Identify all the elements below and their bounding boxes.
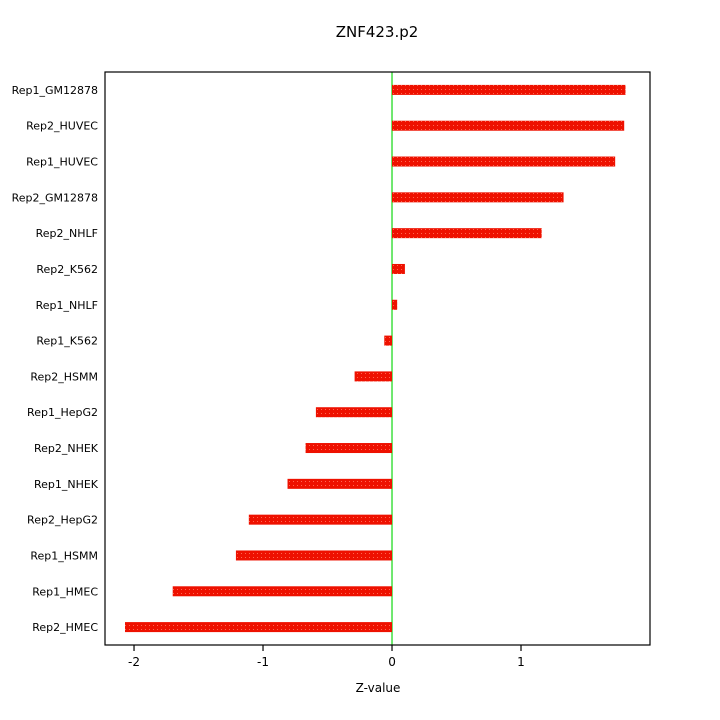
x-axis-label: Z-value <box>356 681 401 695</box>
category-label-Rep1_HSMM: Rep1_HSMM <box>30 549 98 562</box>
category-label-Rep2_HSMM: Rep2_HSMM <box>30 370 98 383</box>
bar-Rep1_GM12878 <box>392 84 626 95</box>
category-label-Rep1_NHEK: Rep1_NHEK <box>34 478 99 491</box>
category-label-Rep2_NHLF: Rep2_NHLF <box>36 227 98 240</box>
bar-Rep2_HSMM <box>354 371 393 382</box>
bar-Rep1_HUVEC <box>392 156 616 167</box>
bar-Rep2_HepG2 <box>248 514 393 525</box>
x-tick-label: 1 <box>517 655 525 669</box>
category-label-Rep1_NHLF: Rep1_NHLF <box>36 299 98 312</box>
bar-Rep2_NHLF <box>392 228 542 239</box>
category-label-Rep1_HepG2: Rep1_HepG2 <box>27 406 98 419</box>
x-tick-label: -1 <box>257 655 269 669</box>
x-tick-label: 0 <box>388 655 396 669</box>
bar-Rep1_NHEK <box>287 478 393 489</box>
bar-Rep2_HUVEC <box>392 120 625 131</box>
bar-Rep2_HMEC <box>124 622 393 633</box>
category-label-Rep2_HUVEC: Rep2_HUVEC <box>26 120 98 133</box>
chart-title: ZNF423.p2 <box>336 23 419 41</box>
plot-area: Rep1_GM12878 Rep2_HUVEC Rep1_HUVEC Rep2_GM1… <box>12 71 651 669</box>
category-label-Rep1_K562: Rep1_K562 <box>36 335 98 348</box>
bar-Rep1_HepG2 <box>315 407 393 418</box>
plot-border <box>104 71 651 646</box>
bar-Rep1_HMEC <box>172 586 393 597</box>
bar-Rep2_GM12878 <box>392 192 564 203</box>
x-tick-label: -2 <box>128 655 140 669</box>
category-label-Rep1_HUVEC: Rep1_HUVEC <box>26 156 98 169</box>
bar-Rep2_K562 <box>392 263 405 274</box>
category-label-Rep2_K562: Rep2_K562 <box>36 263 98 276</box>
bar-Rep1_NHLF <box>392 299 398 310</box>
category-label-Rep2_NHEK: Rep2_NHEK <box>34 442 99 455</box>
category-label-Rep2_GM12878: Rep2_GM12878 <box>12 191 98 204</box>
category-label-Rep2_HepG2: Rep2_HepG2 <box>27 514 98 527</box>
bar-Rep1_K562 <box>384 335 393 346</box>
bar-Rep2_NHEK <box>305 443 393 454</box>
category-label-Rep1_GM12878: Rep1_GM12878 <box>12 84 98 97</box>
category-label-Rep2_HMEC: Rep2_HMEC <box>32 621 98 634</box>
category-label-Rep1_HMEC: Rep1_HMEC <box>32 585 98 598</box>
bar-Rep1_HSMM <box>235 550 393 561</box>
